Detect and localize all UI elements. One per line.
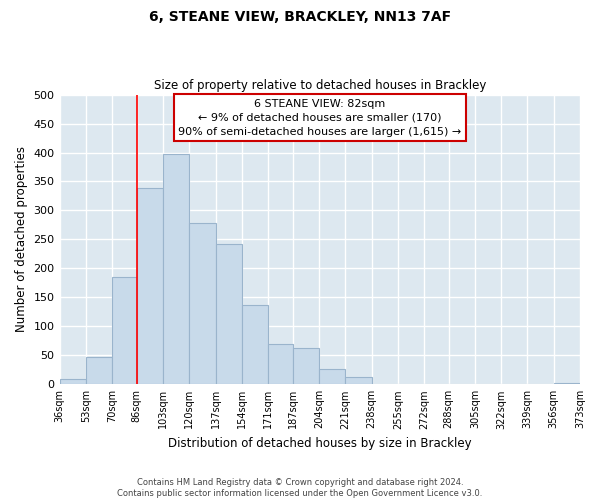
Text: Contains HM Land Registry data © Crown copyright and database right 2024.
Contai: Contains HM Land Registry data © Crown c… <box>118 478 482 498</box>
Bar <box>137 188 163 384</box>
Bar <box>319 369 345 384</box>
Bar <box>554 382 580 384</box>
Bar <box>59 378 86 384</box>
Bar <box>293 348 319 384</box>
Title: Size of property relative to detached houses in Brackley: Size of property relative to detached ho… <box>154 79 486 92</box>
Text: 6 STEANE VIEW: 82sqm
← 9% of detached houses are smaller (170)
90% of semi-detac: 6 STEANE VIEW: 82sqm ← 9% of detached ho… <box>178 99 461 137</box>
Text: 6, STEANE VIEW, BRACKLEY, NN13 7AF: 6, STEANE VIEW, BRACKLEY, NN13 7AF <box>149 10 451 24</box>
Bar <box>215 244 242 384</box>
Y-axis label: Number of detached properties: Number of detached properties <box>15 146 28 332</box>
Bar <box>268 344 293 384</box>
Bar <box>345 378 371 384</box>
X-axis label: Distribution of detached houses by size in Brackley: Distribution of detached houses by size … <box>168 437 472 450</box>
Bar <box>112 277 137 384</box>
Bar <box>163 154 189 384</box>
Bar <box>86 357 112 384</box>
Bar <box>189 223 215 384</box>
Bar <box>242 305 268 384</box>
